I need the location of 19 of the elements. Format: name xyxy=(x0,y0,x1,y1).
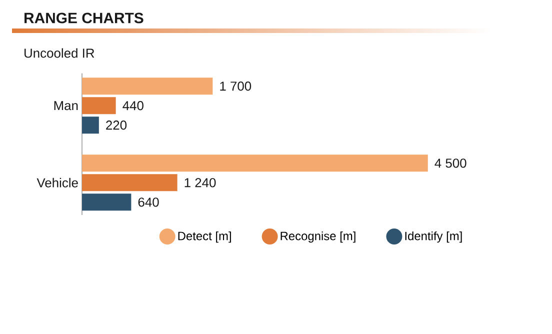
bar xyxy=(82,154,428,172)
legend-label: Recognise [m] xyxy=(280,231,356,243)
bar xyxy=(82,116,99,134)
chart-title: RANGE CHARTS xyxy=(24,12,144,24)
data-label: 220 xyxy=(106,120,127,130)
y-tick-label: Man xyxy=(54,101,78,110)
legend-label: Identify [m] xyxy=(405,231,462,243)
y-tick-label: Vehicle xyxy=(36,178,78,188)
bar xyxy=(82,174,178,192)
data-label: 1 240 xyxy=(184,178,216,188)
data-label: 440 xyxy=(122,101,144,110)
chart-subtitle: Uncooled IR xyxy=(24,48,94,58)
legend-label: Detect [m] xyxy=(178,231,231,243)
bar xyxy=(82,78,213,95)
data-label: 640 xyxy=(138,198,159,207)
bar xyxy=(82,97,116,114)
bar xyxy=(82,194,132,211)
data-label: 4 500 xyxy=(434,158,466,168)
data-label: 1 700 xyxy=(220,82,252,91)
